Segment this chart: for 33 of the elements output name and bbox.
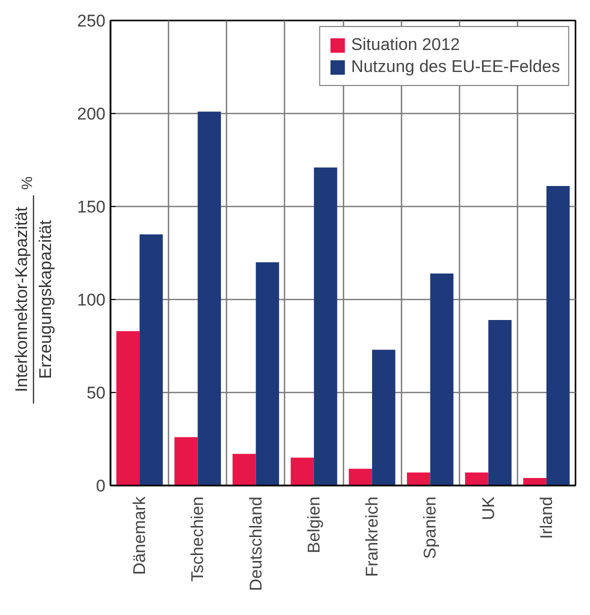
bar bbox=[314, 167, 338, 486]
x-tick-label: Deutschland bbox=[246, 496, 266, 592]
x-tick-label: Belgien bbox=[304, 496, 324, 554]
x-tick-label: Spanien bbox=[420, 496, 440, 559]
x-tick-label: Dänemark bbox=[130, 496, 150, 575]
y-tick-label: 50 bbox=[86, 384, 106, 402]
y-tick-label: 150 bbox=[77, 198, 106, 216]
text: Interkonnektor-Kapazität Erzeugungskapazität % bbox=[12, 176, 55, 392]
legend-label: Situation 2012 bbox=[351, 35, 460, 55]
bar bbox=[232, 454, 256, 486]
bar bbox=[140, 234, 163, 486]
y-tick-label: 200 bbox=[77, 104, 106, 124]
bar bbox=[372, 350, 396, 486]
bar bbox=[116, 331, 140, 486]
bar bbox=[174, 437, 198, 486]
bar bbox=[430, 273, 454, 486]
y-tick-label: 0 bbox=[96, 476, 106, 496]
bar bbox=[256, 262, 280, 486]
x-tick-label: Irland bbox=[536, 496, 556, 540]
bar bbox=[523, 478, 546, 486]
bar bbox=[465, 472, 488, 486]
y-tick-label: 100 bbox=[77, 290, 106, 310]
x-tick-label: UK bbox=[478, 496, 498, 520]
bar bbox=[488, 320, 512, 486]
bar bbox=[546, 186, 570, 486]
x-tick-label: Frankreich bbox=[362, 496, 382, 577]
bar bbox=[348, 468, 372, 486]
y-tick-label: 250 bbox=[77, 12, 106, 30]
bar bbox=[290, 458, 314, 486]
x-tick-label: Tschechien bbox=[188, 496, 208, 582]
legend-label: Nutzung des EU-EE-Feldes bbox=[351, 57, 560, 77]
bar bbox=[198, 112, 221, 486]
bar bbox=[406, 472, 430, 486]
